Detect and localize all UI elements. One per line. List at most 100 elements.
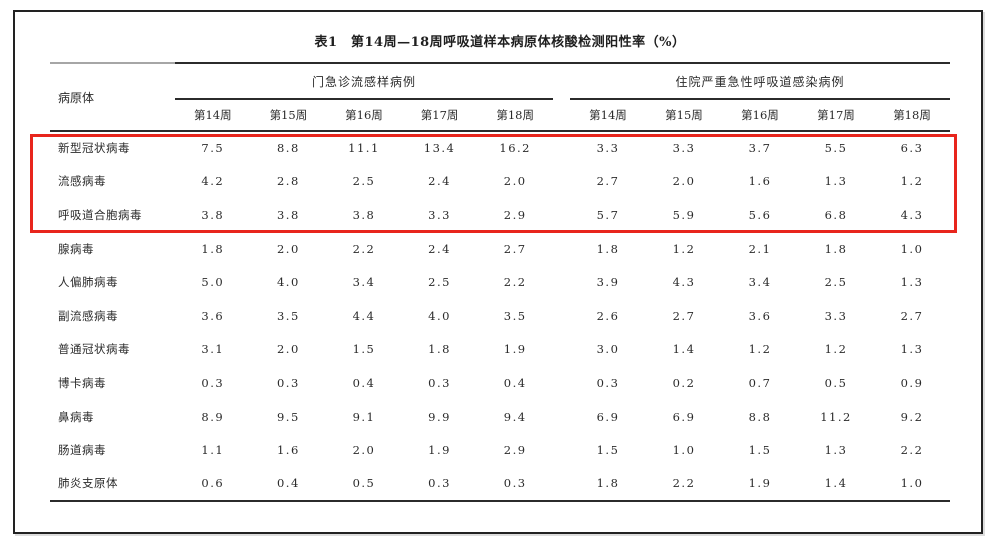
pathogen-name: 肠道病毒 <box>58 443 106 458</box>
column-gap <box>553 232 570 266</box>
rate-value: 2.8 <box>276 174 300 189</box>
week-header: 第15周 <box>250 99 327 132</box>
rate-value: 0.6 <box>175 466 251 502</box>
rate-value: 8.9 <box>201 409 225 424</box>
rate-value: 3.4 <box>352 275 376 290</box>
rate-value: 5.7 <box>596 207 620 222</box>
week-header: 第18周 <box>477 99 553 132</box>
table-header: 病原体 门急诊流感样病例 住院严重急性呼吸道感染病例 第14周 第15周 第16… <box>50 62 951 132</box>
rate-value: 16.2 <box>499 141 531 156</box>
rate-value: 0.4 <box>352 375 376 390</box>
rate-value: 0.5 <box>824 375 848 390</box>
rate-value: 0.3 <box>401 466 478 502</box>
rate-value: 3.8 <box>276 207 300 222</box>
rate-value: 6.9 <box>672 409 696 424</box>
rate-value: 3.5 <box>276 308 300 323</box>
rate-value: 1.4 <box>798 466 874 502</box>
table-row: 腺病毒 1.8 2.0 2.2 2.4 2.7 1.8 1.2 2.1 1.8 1.0 <box>50 232 950 266</box>
rate-value: 4.3 <box>672 275 696 290</box>
rate-value: 1.2 <box>824 342 848 357</box>
rate-value: 1.4 <box>672 342 696 357</box>
rate-value: 9.2 <box>900 409 924 424</box>
rate-value: 9.5 <box>276 409 300 424</box>
rate-value: 2.0 <box>352 443 376 458</box>
rate-value: 2.0 <box>672 174 696 189</box>
pathogen-name: 腺病毒 <box>58 241 94 256</box>
rate-value: 2.7 <box>672 308 696 323</box>
rate-value: 1.6 <box>748 174 772 189</box>
rate-value: 2.6 <box>596 308 620 323</box>
rate-value: 1.6 <box>276 443 300 458</box>
rate-value: 0.2 <box>672 375 696 390</box>
rate-value: 2.5 <box>824 275 848 290</box>
rate-value: 4.0 <box>276 275 300 290</box>
rate-value: 3.3 <box>824 308 848 323</box>
pathogen-name: 副流感病毒 <box>58 308 118 323</box>
pathogen-column-header: 病原体 <box>50 62 175 132</box>
rate-value: 0.3 <box>477 466 553 502</box>
rate-value: 2.7 <box>596 174 620 189</box>
rate-value: 0.3 <box>276 375 300 390</box>
rate-value: 2.7 <box>503 241 527 256</box>
rate-value: 2.1 <box>748 241 772 256</box>
rate-value: 5.0 <box>201 275 225 290</box>
table-row: 肺炎支原体 0.6 0.4 0.5 0.3 0.3 1.8 2.2 1.9 1.4 1.0 <box>50 466 951 502</box>
column-gap <box>553 198 570 232</box>
week-header: 第15周 <box>646 99 722 132</box>
rate-value: 3.8 <box>352 207 376 222</box>
rate-value: 3.5 <box>503 308 527 323</box>
rate-value: 13.4 <box>423 141 456 156</box>
pathogen-name: 流感病毒 <box>58 174 106 189</box>
rate-value: 1.8 <box>428 342 451 357</box>
rate-value: 2.5 <box>352 174 376 189</box>
rate-value: 1.0 <box>874 466 951 502</box>
rate-value: 2.2 <box>503 275 527 290</box>
rate-value: 3.8 <box>201 207 225 222</box>
rate-value: 2.0 <box>276 342 300 357</box>
column-gap <box>553 165 570 199</box>
rate-value: 3.7 <box>748 141 772 156</box>
rate-value: 4.3 <box>900 207 924 222</box>
week-header: 第18周 <box>874 99 951 132</box>
rate-value: 2.9 <box>503 443 527 458</box>
rate-value: 0.3 <box>428 375 451 390</box>
table-row-highlighted: 流感病毒 4.2 2.8 2.5 2.4 2.0 2.7 2.0 1.6 1.3 1.2 <box>50 165 950 199</box>
rate-value: 1.1 <box>201 443 225 458</box>
rate-value: 1.5 <box>748 443 772 458</box>
rate-value: 11.2 <box>820 409 852 424</box>
pathogen-name: 普通冠状病毒 <box>58 342 130 357</box>
rate-value: 0.3 <box>201 375 225 390</box>
rate-value: 3.3 <box>672 141 696 156</box>
rate-value: 1.8 <box>824 241 848 256</box>
rate-value: 1.8 <box>201 241 225 256</box>
column-gap <box>553 299 570 333</box>
pathogen-name: 人偏肺病毒 <box>58 275 118 290</box>
pathogen-name: 肺炎支原体 <box>50 466 175 502</box>
rate-value: 9.4 <box>503 409 527 424</box>
rate-value: 9.1 <box>352 409 376 424</box>
rate-value: 5.5 <box>824 141 848 156</box>
column-gap <box>553 62 570 99</box>
rate-value: 2.5 <box>428 275 451 290</box>
table-row: 普通冠状病毒 3.1 2.0 1.5 1.8 1.9 3.0 1.4 1.2 1.2 1.3 <box>50 333 950 367</box>
column-gap <box>553 265 570 299</box>
rate-value: 0.3 <box>596 375 620 390</box>
rate-value: 0.9 <box>900 375 924 390</box>
rate-value: 3.0 <box>596 342 620 357</box>
rate-value: 2.0 <box>503 174 527 189</box>
column-gap <box>553 366 570 400</box>
rate-value: 11.1 <box>348 141 380 156</box>
rate-value: 1.8 <box>596 241 620 256</box>
week-header: 第14周 <box>570 99 646 132</box>
rate-value: 2.2 <box>900 443 924 458</box>
table-row: 副流感病毒 3.6 3.5 4.4 4.0 3.5 2.6 2.7 3.6 3.3 2.7 <box>50 299 950 333</box>
rate-value: 8.8 <box>276 141 300 156</box>
rate-value: 2.2 <box>352 241 376 256</box>
column-gap <box>553 333 570 367</box>
rate-value: 1.2 <box>748 342 772 357</box>
column-gap <box>553 131 570 165</box>
rate-value: 6.8 <box>824 207 848 222</box>
week-header: 第16周 <box>722 99 798 132</box>
rate-value: 9.9 <box>428 409 451 424</box>
rate-value: 6.3 <box>900 141 924 156</box>
